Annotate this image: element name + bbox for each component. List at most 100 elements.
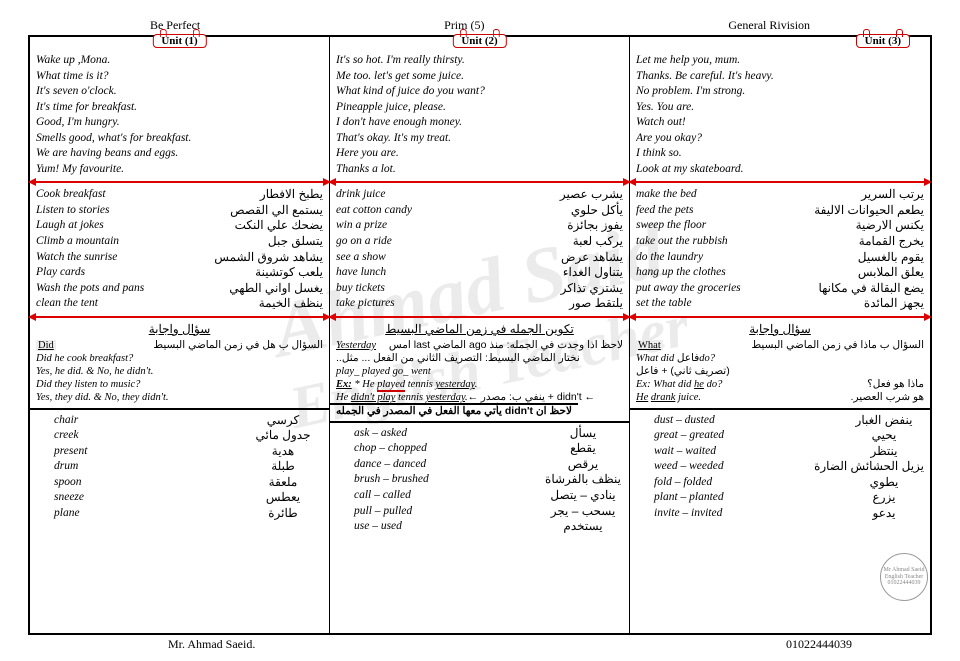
vocab-1: Cook breakfastيطبخ الافطار Listen to sto… bbox=[36, 187, 323, 312]
vocab-row: feed the petsيطعم الحيوانات الاليفة bbox=[636, 203, 924, 219]
sentence: Here you are. bbox=[336, 146, 623, 162]
sentence: Thanks a lot. bbox=[336, 162, 623, 178]
sentence: Good, I'm hungry. bbox=[36, 115, 323, 131]
word-row: sneezeيعطس bbox=[54, 490, 323, 506]
word-row: drumطبلة bbox=[54, 459, 323, 475]
sentence: Watch out! bbox=[636, 115, 924, 131]
example: Yes, he did. & No, he didn't. bbox=[36, 365, 323, 378]
vocab-row: do the laundryيقوم بالغسيل bbox=[636, 250, 924, 266]
sentence: I think so. bbox=[636, 146, 924, 162]
word-row: creekجدول مائي bbox=[54, 428, 323, 444]
heavy-divider bbox=[630, 408, 930, 410]
sentence: It's seven o'clock. bbox=[36, 84, 323, 100]
column-unit-2: Unit (2) It's so hot. I'm really thirsty… bbox=[330, 37, 630, 633]
sentence: It's so hot. I'm really thirsty. bbox=[336, 53, 623, 69]
page-footer: Mr. Ahmad Saeid. 01022444039 bbox=[28, 635, 932, 652]
vocab-row: win a prizeيفوز بجائزة bbox=[336, 218, 623, 234]
heavy-divider bbox=[30, 408, 329, 410]
divider bbox=[630, 316, 930, 318]
unit-badge-3: Unit (3) bbox=[856, 34, 910, 48]
sentences-3: Let me help you, mum. Thanks. Be careful… bbox=[636, 39, 924, 177]
grammar-2: تكوين الجمله في زمن الماضي البسيط Yester… bbox=[336, 322, 623, 418]
vocab-row: take out the rubbishيخرج القمامة bbox=[636, 234, 924, 250]
footer-author: Mr. Ahmad Saeid. bbox=[168, 637, 255, 652]
vocab-row: go on a rideيركب لعبة bbox=[336, 234, 623, 250]
sentences-1: Wake up ,Mona. What time is it? It's sev… bbox=[36, 39, 323, 177]
word-row: chairكرسي bbox=[54, 413, 323, 429]
grammar-line: نختار الماضي البسيط: التصريف الثاني من ا… bbox=[336, 352, 580, 364]
sentence: Yum! My favourite. bbox=[36, 162, 323, 178]
word-row: call – calledينادي – يتصل bbox=[354, 488, 623, 504]
section-title: سؤال واجابة bbox=[36, 322, 323, 337]
qa-line: What did فاعلdo? bbox=[636, 352, 924, 365]
vocab-row: Cook breakfastيطبخ الافطار bbox=[36, 187, 323, 203]
sentence: Thanks. Be careful. It's heavy. bbox=[636, 69, 924, 85]
divider bbox=[330, 181, 629, 183]
footer-phone: 01022444039 bbox=[786, 637, 852, 652]
sentence: We are having beans and eggs. bbox=[36, 146, 323, 162]
vocab-row: Listen to storiesيستمع الي القصص bbox=[36, 203, 323, 219]
grammar-1: سؤال واجابة Did السؤال ب هل في زمن الماض… bbox=[36, 322, 323, 405]
vocab-row: sweep the floorيكنس الارضية bbox=[636, 218, 924, 234]
vocab-row: Climb a mountainيتسلق جبل bbox=[36, 234, 323, 250]
word-row: ask – askedيسأل bbox=[354, 426, 623, 442]
vocab-row: Play cardsيلعب كوتشينة bbox=[36, 265, 323, 281]
worksheet-page: Ahmad Said English Teacher Be Perfect Pr… bbox=[0, 0, 960, 661]
grammar-bold: لاحظ ان didn't يأتي معها الفعل في المصدر… bbox=[330, 403, 578, 417]
word-row: weed – weededيزيل الحشائش الضارة bbox=[654, 459, 924, 475]
sentence: No problem. I'm strong. bbox=[636, 84, 924, 100]
sentence: Me too. let's get some juice. bbox=[336, 69, 623, 85]
word-row: pull – pulledيسحب – يجر bbox=[354, 504, 623, 520]
vocab-row: buy ticketsيشتري تذاكر bbox=[336, 281, 623, 297]
vocab-row: take picturesيلتقط صور bbox=[336, 296, 623, 312]
grammar-3: سؤال واجابة What السؤال ب ماذا في زمن ال… bbox=[636, 322, 924, 405]
main-grid: Unit (1) Wake up ,Mona. What time is it?… bbox=[28, 35, 932, 635]
word-row: spoonملعقة bbox=[54, 475, 323, 491]
sentence: Let me help you, mum. bbox=[636, 53, 924, 69]
word-row: fold – foldedيطوي bbox=[654, 475, 924, 491]
vocab-row: set the tableيجهز المائدة bbox=[636, 296, 924, 312]
grammar-rule: What السؤال ب ماذا في زمن الماضي البسيط bbox=[636, 339, 924, 352]
verbs-3: dust – dustedينفض الغبار great – greated… bbox=[636, 413, 924, 522]
vocab-row: Laugh at jokesيضحك علي النكت bbox=[36, 218, 323, 234]
word-row: great – greatedيحيي bbox=[654, 428, 924, 444]
column-unit-3: Unit (3) Let me help you, mum. Thanks. B… bbox=[630, 37, 930, 633]
section-title: سؤال واجابة bbox=[636, 322, 924, 337]
header-right: General Rivision bbox=[728, 18, 810, 33]
vocab-3: make the bedيرتب السرير feed the petsيطع… bbox=[636, 187, 924, 312]
sentence: What kind of juice do you want? bbox=[336, 84, 623, 100]
vocab-row: Wash the pots and pansيغسل اواني الطهي bbox=[36, 281, 323, 297]
sentence: Wake up ,Mona. bbox=[36, 53, 323, 69]
grammar-line: Yesterday لاحظ اذا وجدت في الجمله: منذ a… bbox=[336, 339, 623, 352]
word-row: invite – invitedيدعو bbox=[654, 506, 924, 522]
divider bbox=[330, 316, 629, 318]
unit-badge-2: Unit (2) bbox=[452, 34, 506, 48]
vocab-row: hang up the clothesيعلق الملابس bbox=[636, 265, 924, 281]
grammar-line: play_ played go_ went bbox=[336, 365, 623, 378]
sentence: Look at my skateboard. bbox=[636, 162, 924, 178]
sentence: Yes. You are. bbox=[636, 100, 924, 116]
word-row: dance – dancedيرقص bbox=[354, 457, 623, 473]
verbs-2: ask – askedيسأل chop – choppedيقطع dance… bbox=[336, 426, 623, 535]
sentence: That's okay. It's my treat. bbox=[336, 131, 623, 147]
vocab-row: have lunchيتناول الغداء bbox=[336, 265, 623, 281]
grammar-line: Ex: * He played tennis yesterday. bbox=[336, 378, 623, 391]
heavy-divider bbox=[330, 421, 629, 423]
vocab-row: eat cotton candyيأكل حلوي bbox=[336, 203, 623, 219]
divider bbox=[30, 316, 329, 318]
qa-line: Ex: What did he do? ماذا هو فعل؟ bbox=[636, 378, 924, 391]
vocab-row: put away the groceriesيضع البقالة في مكا… bbox=[636, 281, 924, 297]
vocab-row: Watch the sunriseيشاهد شروق الشمس bbox=[36, 250, 323, 266]
word-row: planeطائرة bbox=[54, 506, 323, 522]
sentence: What time is it? bbox=[36, 69, 323, 85]
word-row: chop – choppedيقطع bbox=[354, 441, 623, 457]
qa-line: (تصريف ثاني) + فاعل bbox=[636, 365, 730, 377]
sentence: Pineapple juice, please. bbox=[336, 100, 623, 116]
word-row: brush – brushedينظف بالفرشاة bbox=[354, 472, 623, 488]
example: Yes, they did. & No, they didn't. bbox=[36, 391, 323, 404]
sentence: Are you okay? bbox=[636, 131, 924, 147]
sentences-2: It's so hot. I'm really thirsty. Me too.… bbox=[336, 39, 623, 177]
vocab-row: drink juiceيشرب عصير bbox=[336, 187, 623, 203]
vocab-row: make the bedيرتب السرير bbox=[636, 187, 924, 203]
divider bbox=[630, 181, 930, 183]
